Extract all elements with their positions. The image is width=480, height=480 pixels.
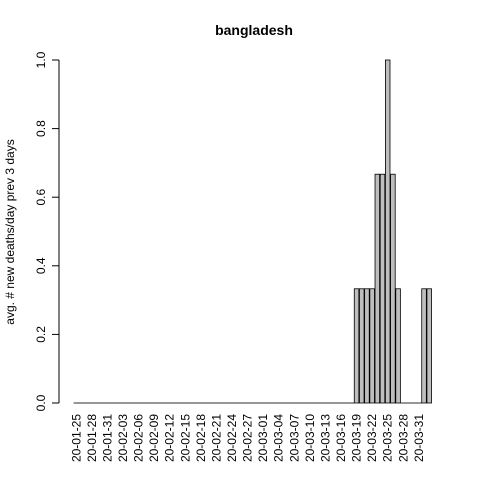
chart-title: bangladesh [215,22,293,38]
y-tick-label: 0.0 [34,394,48,411]
bar [364,288,370,404]
x-tick-label: 20-02-27 [241,414,255,462]
y-axis: 0.0 0.2 0.4 0.6 0.8 1.0 [34,51,60,411]
bar [374,173,381,404]
bar [395,288,401,404]
x-tick-label: 20-02-15 [178,414,192,462]
x-tick-label: 20-03-19 [350,414,364,462]
bar [353,288,360,404]
y-tick-label: 1.0 [34,51,48,68]
x-tick-label: 20-02-06 [132,414,146,462]
x-tick-label: 20-02-03 [116,414,130,462]
x-tick-label: 20-03-01 [256,414,270,462]
x-tick-label: 20-01-31 [100,414,114,462]
x-tick-label: 20-02-09 [147,414,161,462]
x-tick-label: 20-02-21 [209,414,223,462]
x-tick-label: 20-03-25 [381,414,395,462]
bar [369,288,375,404]
x-tick-label: 20-02-12 [163,414,177,462]
x-tick-label: 20-03-13 [318,414,332,462]
x-tick-label: 20-02-18 [194,414,208,462]
y-tick-label: 0.4 [34,257,48,274]
x-tick-label: 20-03-07 [287,414,301,462]
x-tick-label: 20-03-04 [272,414,286,462]
x-tick-label: 20-01-28 [85,414,99,462]
x-tick-label: 20-01-25 [69,414,83,462]
x-tick-label: 20-03-10 [303,414,317,462]
x-tick-label: 20-03-28 [396,414,410,462]
x-tick-label: 20-03-31 [412,414,426,462]
x-tick-label: 20-03-16 [334,414,348,462]
bar [426,288,432,404]
bar [390,173,396,404]
y-tick-label: 0.8 [34,120,48,137]
y-tick-label: 0.6 [34,189,48,206]
x-axis: 20-01-25 20-01-28 20-01-31 20-02-03 20-02-06… [69,414,426,462]
y-axis-label: avg. # new deaths/day prev 3 days [3,139,17,324]
bar [421,288,427,404]
bar [384,59,391,404]
x-tick-label: 20-03-22 [365,414,379,462]
x-tick-label: 20-02-24 [225,414,239,462]
y-tick-label: 0.2 [34,326,48,343]
bars-group [73,59,432,404]
bar [359,288,365,404]
bar [379,173,386,404]
